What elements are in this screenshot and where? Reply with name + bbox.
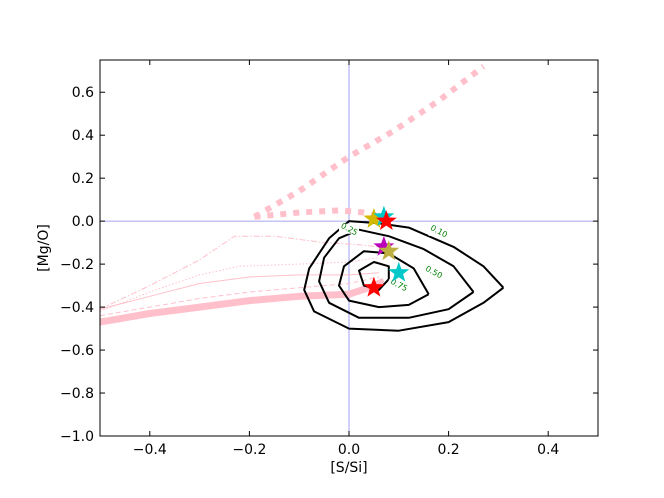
star-marker bbox=[363, 276, 385, 297]
x-axis-label: [S/Si] bbox=[330, 460, 367, 476]
star-marker bbox=[373, 235, 395, 256]
model-track-line bbox=[100, 278, 386, 326]
contour-label-bg bbox=[339, 223, 359, 234]
x-tick-label: −0.4 bbox=[133, 442, 167, 458]
y-tick-label: 0.0 bbox=[72, 214, 94, 230]
contour-label-bg bbox=[428, 225, 449, 236]
star-marker bbox=[363, 208, 385, 228]
y-tick-label: −1.0 bbox=[60, 429, 94, 445]
star-marker bbox=[373, 205, 395, 226]
star-markers bbox=[363, 205, 410, 297]
contour-line bbox=[358, 261, 390, 291]
density-contours: 0.100.250.500.75 bbox=[303, 220, 505, 332]
y-tick-label: 0.4 bbox=[72, 128, 94, 144]
y-tick-label: −0.6 bbox=[60, 343, 94, 359]
star-marker bbox=[378, 240, 400, 261]
x-tick-label: 0.4 bbox=[537, 442, 559, 458]
star-marker bbox=[388, 261, 410, 282]
y-tick-label: −0.2 bbox=[60, 257, 94, 273]
model-track-line bbox=[100, 272, 379, 310]
y-tick-label: 0.2 bbox=[72, 171, 94, 187]
y-tick-label: −0.4 bbox=[60, 300, 94, 316]
contour-label-bg bbox=[423, 266, 444, 277]
model-track-line bbox=[252, 64, 486, 220]
axis-ticks: −0.4 −0.2 0.0 0.2 0.4 −1.0 −0.8 −0.6 −0.4 −0.2 0.0… bbox=[60, 60, 598, 458]
contour-label-bg bbox=[388, 279, 409, 290]
y-axis-label: [Mg/O] bbox=[36, 224, 52, 272]
x-tick-label: 0.2 bbox=[437, 442, 459, 458]
contour-line bbox=[338, 250, 430, 309]
x-tick-label: −0.2 bbox=[232, 442, 266, 458]
x-tick-label: 0.0 bbox=[338, 442, 360, 458]
model-track-line bbox=[254, 207, 380, 220]
y-tick-label: 0.6 bbox=[72, 85, 94, 101]
contour-line bbox=[303, 220, 505, 332]
contour-line bbox=[318, 228, 475, 319]
y-tick-label: −0.8 bbox=[60, 386, 94, 402]
model-track-line bbox=[100, 276, 380, 317]
model-track-line bbox=[100, 235, 379, 310]
star-marker bbox=[375, 210, 397, 230]
